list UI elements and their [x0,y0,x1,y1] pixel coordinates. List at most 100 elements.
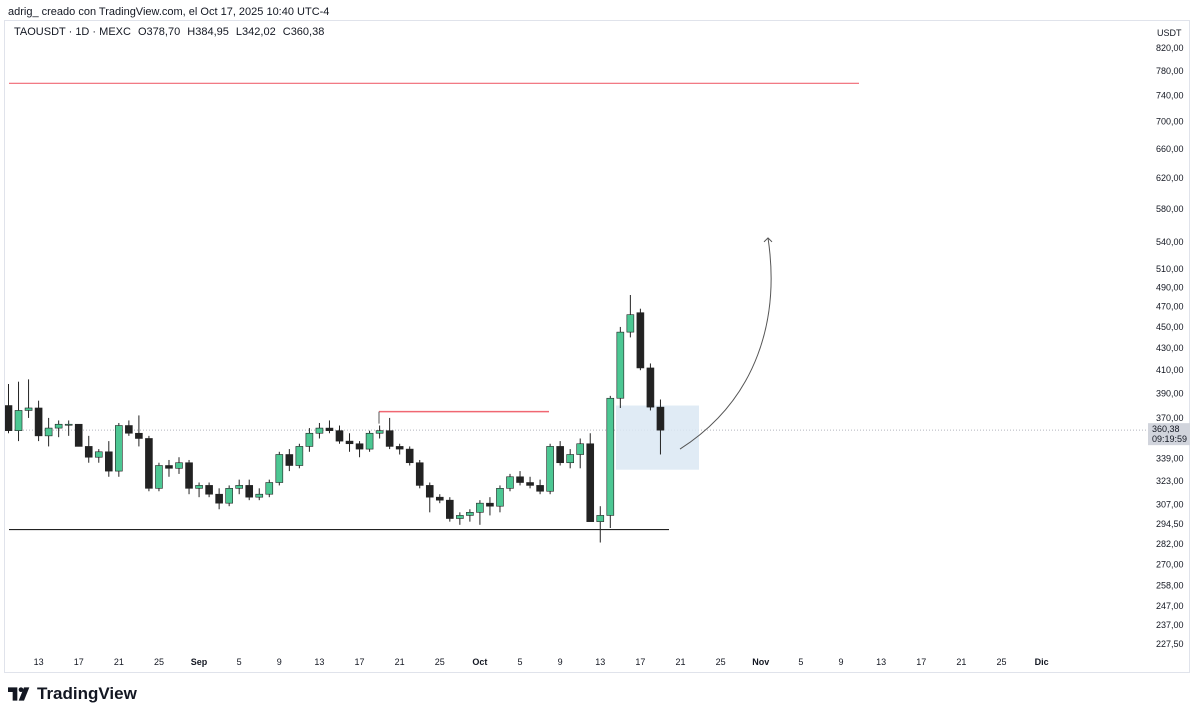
candle-body [626,314,635,333]
candle[interactable] [365,430,374,452]
price-tick-label: 227,50 [1156,639,1184,649]
candle[interactable] [656,399,665,455]
candle[interactable] [34,400,43,442]
candle[interactable] [245,479,254,501]
time-tick-label: Sep [191,657,208,667]
candle[interactable] [195,482,203,498]
candle[interactable] [345,433,354,452]
candle[interactable] [506,473,514,492]
candle[interactable] [295,443,304,469]
candle[interactable] [94,449,103,463]
candle[interactable] [405,446,414,466]
price-tick-label: 390,00 [1156,388,1184,398]
candle[interactable] [125,420,133,436]
candle[interactable] [546,443,554,495]
candle[interactable] [325,420,334,434]
candle[interactable] [64,420,73,436]
candle-body [94,451,103,458]
legend-symbol[interactable]: TAOUSDT · 1D · MEXC [14,26,131,38]
chart-frame[interactable]: USDT 820,00 780,00 740,00 700,00 660,00 620,00… [4,20,1190,673]
candle[interactable] [566,449,574,469]
candle[interactable] [646,363,655,411]
candle[interactable] [446,497,454,522]
candle[interactable] [135,415,143,447]
candle[interactable] [606,395,615,528]
candle[interactable] [536,479,544,495]
candle[interactable] [355,441,364,458]
candle[interactable] [24,379,33,418]
price-tick-label: 510,00 [1156,264,1184,274]
candle-body [235,485,243,489]
candle-body [105,451,113,472]
tradingview-logo-icon [8,687,30,701]
candle[interactable] [435,494,444,504]
candle[interactable] [44,417,53,447]
candle[interactable] [225,485,233,507]
chart-caption: adrig_ creado con TradingView.com, el Oc… [8,6,330,18]
price-tick-label: 780,00 [1156,66,1184,76]
candle[interactable] [526,476,534,489]
candle[interactable] [636,308,645,371]
candle[interactable] [285,449,294,472]
candle[interactable] [185,459,193,495]
candle[interactable] [315,422,324,439]
candle-body [536,485,544,492]
candle[interactable] [415,459,424,489]
brand[interactable]: TradingView [8,684,137,704]
price-tick-label: 247,00 [1156,601,1184,611]
candle[interactable] [456,512,464,525]
candle[interactable] [145,435,153,492]
candle[interactable] [165,459,173,477]
legend-open: O378,70 [138,26,181,38]
candle[interactable] [74,423,83,447]
candle[interactable] [115,422,123,477]
candle-body [446,499,454,519]
candle[interactable] [255,488,264,501]
candle[interactable] [155,462,163,492]
price-tick-label: 620,00 [1156,173,1184,183]
candle[interactable] [496,485,504,513]
candle[interactable] [215,488,223,510]
candle[interactable] [105,441,113,477]
time-tick-label: 17 [355,657,365,667]
candle[interactable] [54,420,63,438]
candle[interactable] [84,435,93,463]
time-tick-label: 21 [395,657,405,667]
candle[interactable] [486,497,494,516]
candle[interactable] [175,457,183,474]
candle[interactable] [385,417,394,450]
candle-body [24,407,33,411]
candle[interactable] [265,479,274,498]
candle[interactable] [305,428,314,452]
price-tick-label: 660,00 [1156,144,1184,154]
candle[interactable] [375,425,384,439]
candle[interactable] [556,441,564,466]
candle[interactable] [5,384,13,434]
candle[interactable] [235,479,243,495]
candle-body [576,443,585,455]
candlestick-chart[interactable]: USDT 820,00 780,00 740,00 700,00 660,00 620,00… [5,21,1191,674]
time-tick-label: 25 [716,657,726,667]
price-tick-label: 370,00 [1156,413,1184,423]
projection-arrow[interactable] [679,237,772,450]
candle[interactable] [626,294,635,338]
candle[interactable] [395,443,404,455]
candle[interactable] [616,326,625,408]
candle[interactable] [425,482,434,513]
candle-body [486,502,494,507]
candle-body [165,465,173,469]
price-tick-label: 580,00 [1156,204,1184,214]
candle[interactable] [205,482,213,498]
candle[interactable] [516,471,524,486]
candle-body [546,446,554,492]
candle[interactable] [596,506,605,543]
candle[interactable] [466,509,474,522]
candle[interactable] [275,451,284,486]
candle[interactable] [576,438,585,469]
candle[interactable] [586,433,595,522]
time-tick-label: 5 [798,657,803,667]
candle-body [295,446,304,466]
candle[interactable] [476,500,484,525]
candle[interactable] [335,425,344,444]
candle[interactable] [14,381,23,442]
